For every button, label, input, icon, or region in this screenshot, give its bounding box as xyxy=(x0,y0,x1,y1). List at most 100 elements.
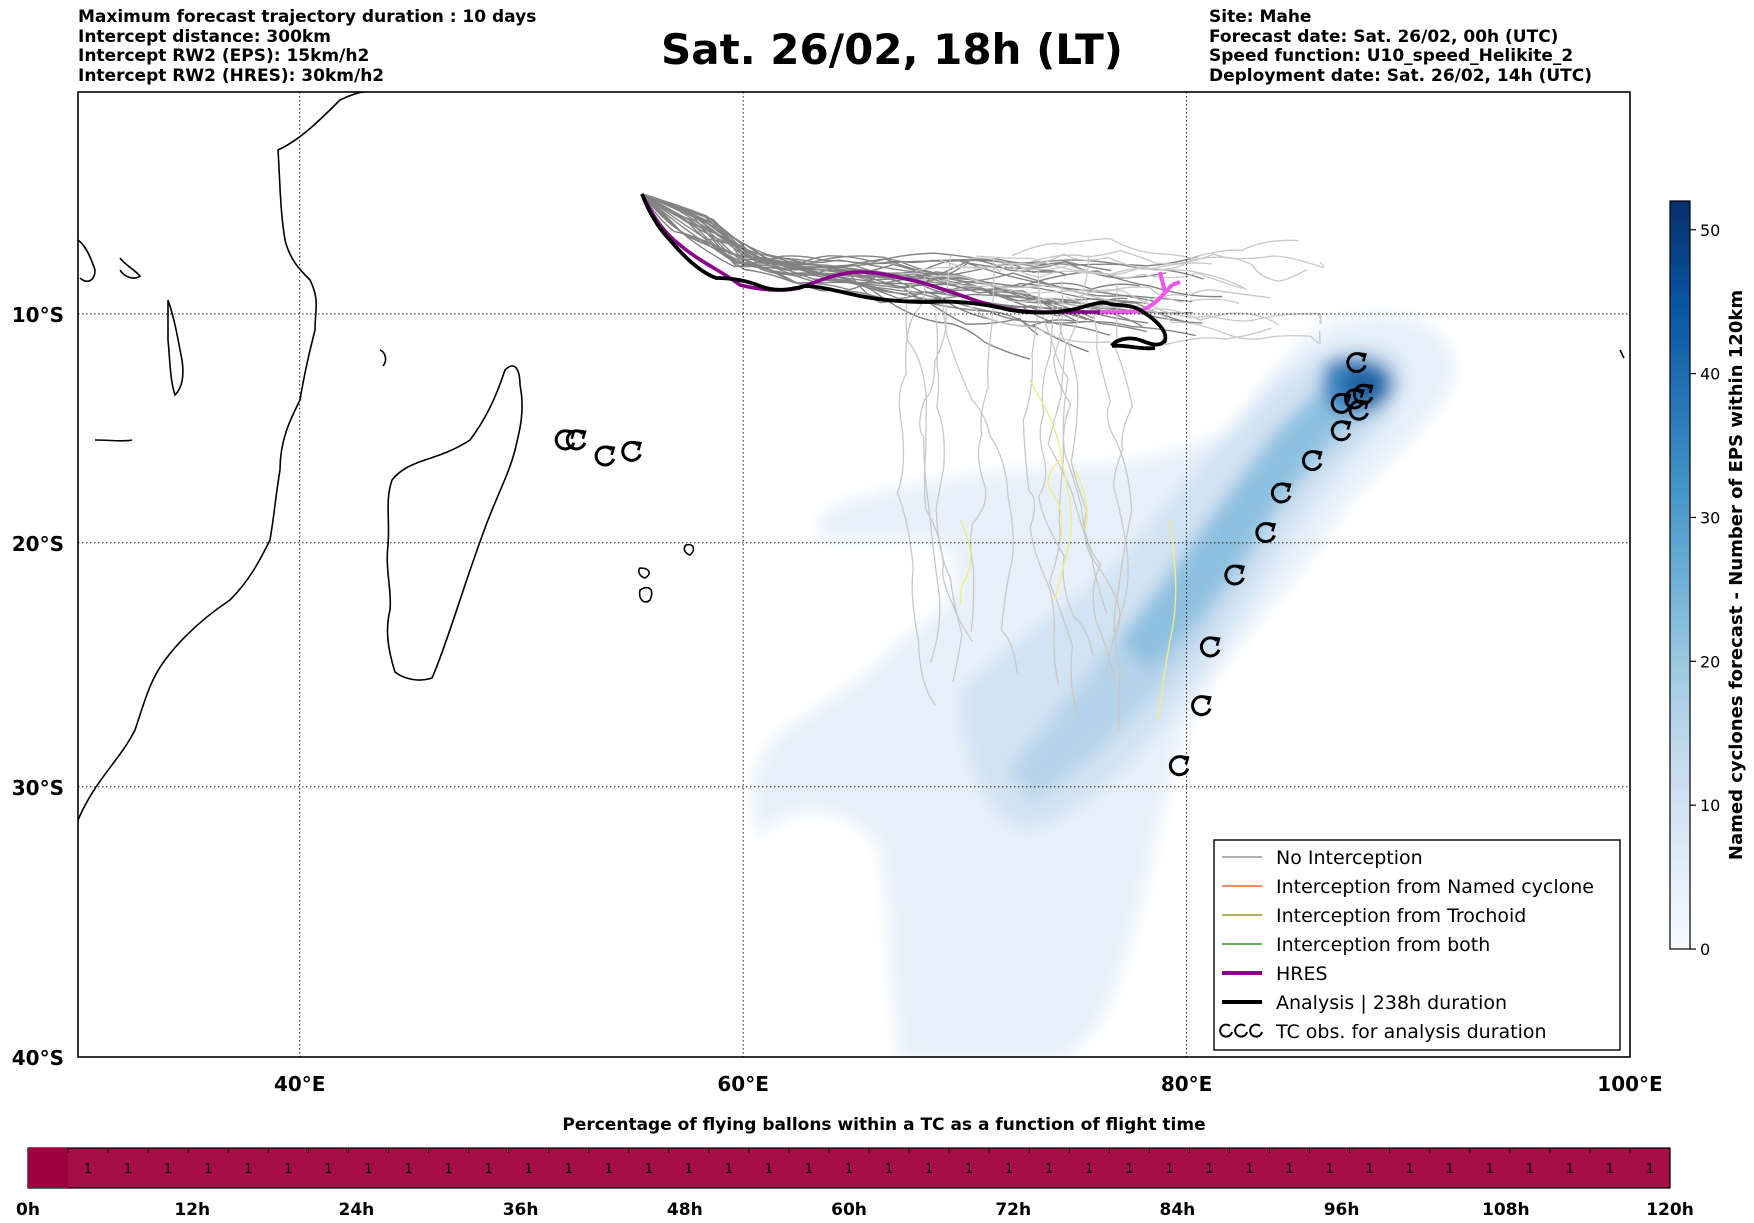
legend-item-label: No Interception xyxy=(1276,847,1423,869)
tc-obs-symbol xyxy=(565,429,587,451)
legend-tc-symbol xyxy=(1249,1023,1263,1038)
eps-trajectory xyxy=(941,297,1018,674)
percentage-bar-value: 1 xyxy=(805,1162,813,1177)
tc-obs-symbol xyxy=(1348,399,1370,421)
colorbar-tick-label: 20 xyxy=(1700,652,1720,671)
eps-trajectory xyxy=(1074,289,1322,325)
percentage-bar-value: 1 xyxy=(284,1162,292,1177)
tc-obs-symbol xyxy=(1346,352,1367,374)
tc-obs-symbol xyxy=(1270,482,1292,504)
legend-item-label: HRES xyxy=(1276,963,1328,985)
lat-tick-label: 20°S xyxy=(12,532,64,556)
lon-tick-label: 100°E xyxy=(1597,1072,1662,1096)
percentage-bar-value: 1 xyxy=(84,1162,92,1177)
percentage-bar-value: 1 xyxy=(1245,1162,1253,1177)
eps-trajectory xyxy=(905,284,974,642)
tc-obs-symbol xyxy=(594,445,616,467)
percentage-bar-time-label: 96h xyxy=(1324,1200,1360,1220)
eps-trajectory xyxy=(1067,254,1108,614)
percentage-bar: 1 1 1 1 1 1 1 1 1 1 1 1 1 1 1 1 1 1 1 1 1 1 1 1 1 1 1 1 1 1 1 1 1 1 1 1 1 1 1 1 xyxy=(27,1147,1671,1189)
tc-obs-symbol xyxy=(1191,695,1212,717)
percentage-bar-value: 1 xyxy=(885,1162,893,1177)
tc-obs-symbol xyxy=(1168,755,1190,777)
legend-item-label: TC obs. for analysis duration xyxy=(1275,1021,1547,1043)
eps-trajectory xyxy=(939,259,1243,290)
eps-trajectory xyxy=(934,314,963,682)
percentage-bar-value: 1 xyxy=(1325,1162,1333,1177)
colorbar-tick-label: 50 xyxy=(1700,221,1720,240)
map-legend: No Interception Interception from Named c… xyxy=(1213,839,1621,1051)
legend-item-label: Interception from Named cyclone xyxy=(1276,876,1594,898)
percentage-bar-time-labels: 0h 12h 24h 36h 48h 60h 72h 84h 96h 108h 120h xyxy=(16,1200,1694,1220)
eps-trajectory xyxy=(641,193,1096,320)
eps-trajectory xyxy=(1047,307,1121,641)
header-left-info: Maximum forecast trajectory duration : 1… xyxy=(78,7,536,86)
percentage-bar-fill xyxy=(27,1147,1671,1189)
lat-tick-label: 10°S xyxy=(12,303,64,327)
percentage-bar-value: 1 xyxy=(404,1162,412,1177)
lon-tick-label: 80°E xyxy=(1161,1072,1213,1096)
tc-obs-symbol xyxy=(1224,564,1246,586)
percentage-bar-value: 1 xyxy=(725,1162,733,1177)
eps-trajectory xyxy=(940,301,1272,348)
percentage-bar-value: 1 xyxy=(524,1162,532,1177)
eps-trajectory xyxy=(1105,283,1134,674)
percentage-bar-value: 1 xyxy=(1165,1162,1173,1177)
percentage-bar-value: 1 xyxy=(1285,1162,1293,1177)
legend-item-label: Analysis | 238h duration xyxy=(1276,992,1507,1014)
percentage-bar-time-label: 108h xyxy=(1482,1200,1530,1220)
percentage-bar-time-label: 72h xyxy=(995,1200,1031,1220)
eps-trajectory xyxy=(641,193,1111,336)
percentage-bar-value: 1 xyxy=(645,1162,653,1177)
percentage-bar-time-label: 84h xyxy=(1160,1200,1196,1220)
eps-trajectory xyxy=(919,255,952,664)
eps-trajectory xyxy=(641,193,1088,317)
percentage-bar-value: 1 xyxy=(1646,1162,1654,1177)
map-title: Sat. 26/02, 18h (LT) xyxy=(661,25,1123,74)
hres-trajectory-end xyxy=(1099,271,1181,315)
latitude-ticks: 10°S 20°S 30°S 40°S xyxy=(12,303,64,1070)
longitude-ticks: 40°E 60°E 80°E 100°E xyxy=(274,1072,1663,1096)
percentage-bar-value: 1 xyxy=(124,1162,132,1177)
eps-trajectory xyxy=(967,257,1247,290)
header-left-line: Intercept RW2 (HRES): 30km/h2 xyxy=(78,65,385,86)
percentage-bar-value: 1 xyxy=(364,1162,372,1177)
percentage-bar-value: 1 xyxy=(1406,1162,1414,1177)
percentage-bar-time-label: 12h xyxy=(174,1200,210,1220)
tc-obs-symbol xyxy=(1301,450,1323,472)
lat-tick-label: 30°S xyxy=(12,776,64,800)
eps-trajectory xyxy=(1048,280,1080,718)
map-frame xyxy=(77,91,1631,1058)
percentage-bar-value: 1 xyxy=(444,1162,452,1177)
colorbar-tick-label: 0 xyxy=(1700,940,1710,959)
eps-trajectory xyxy=(1031,250,1325,268)
header-right-line: Speed function: U10_speed_Helikite_2 xyxy=(1209,46,1574,66)
percentage-bar-value: 1 xyxy=(164,1162,172,1177)
percentage-bar-value: 1 xyxy=(845,1162,853,1177)
tc-obs-symbol xyxy=(1330,420,1352,442)
percentage-bar-value: 1 xyxy=(484,1162,492,1177)
percentage-bar-value: 1 xyxy=(1085,1162,1093,1177)
percentage-bar-value: 1 xyxy=(685,1162,693,1177)
percentage-bar-value: 1 xyxy=(1486,1162,1494,1177)
percentage-bar-value: 1 xyxy=(925,1162,933,1177)
percentage-bar-time-label: 60h xyxy=(831,1200,867,1220)
analysis-trajectory xyxy=(640,193,1168,348)
percentage-bar-value: 1 xyxy=(965,1162,973,1177)
map-gridlines xyxy=(78,92,1630,1057)
lon-tick-label: 60°E xyxy=(717,1072,769,1096)
colorbar-tick-label: 10 xyxy=(1700,796,1720,815)
percentage-bar-time-label: 24h xyxy=(339,1200,375,1220)
analysis-trajectory-end xyxy=(1111,343,1156,351)
eps-trajectory xyxy=(641,193,1223,298)
eps-trajectory xyxy=(928,275,1240,305)
eps-trajectory xyxy=(641,193,1088,321)
percentage-bar-value: 1 xyxy=(1606,1162,1614,1177)
header-right-info: Site: Mahe Forecast date: Sat. 26/02, 00… xyxy=(1209,7,1592,86)
percentage-bar-value: 1 xyxy=(1125,1162,1133,1177)
lon-tick-label: 40°E xyxy=(274,1072,326,1096)
percentage-bar-value: 1 xyxy=(244,1162,252,1177)
eps-trajectory xyxy=(1022,291,1059,686)
trochoid-tracks xyxy=(959,379,1177,721)
